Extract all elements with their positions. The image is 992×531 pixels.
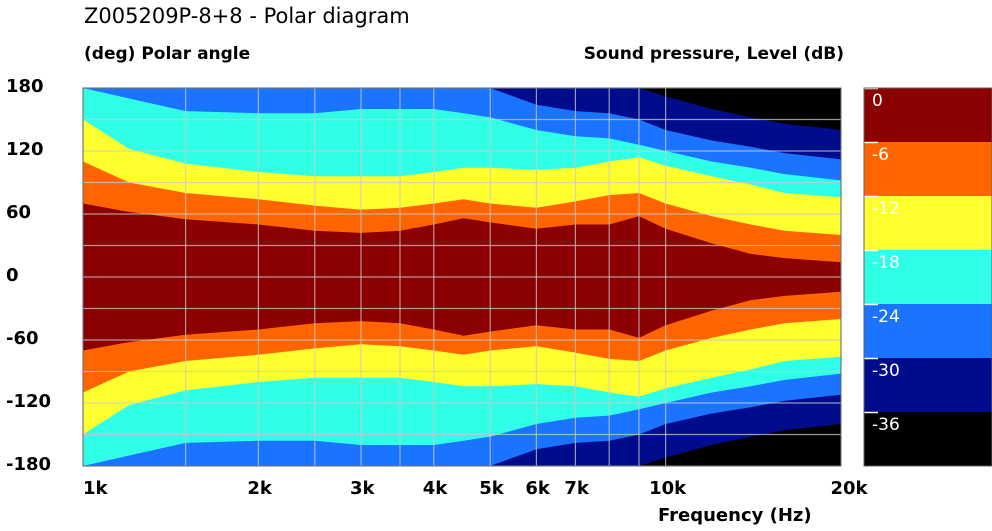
x-tick-label: 2k (247, 478, 272, 499)
colorbar-label-text: -12 (872, 199, 900, 219)
heatmap-bands (83, 88, 841, 466)
y-tick-label: 120 (6, 139, 44, 160)
colorbar-label-text: 0 (872, 91, 883, 111)
colorbar-label-text: -6 (872, 145, 889, 165)
colorbar-label-text: -36 (872, 415, 900, 435)
y-tick-label: 60 (6, 202, 32, 223)
colorbar-label-text: -30 (872, 361, 900, 381)
x-tick-label: 10k (649, 478, 687, 499)
colorbar-band (864, 412, 992, 466)
colorbar-band (864, 88, 992, 142)
colorbar-band (864, 142, 992, 196)
y-axis-label: (deg) Polar angle (84, 44, 251, 64)
x-tick-label: 3k (349, 478, 375, 499)
y-tick-label: -120 (6, 391, 52, 412)
colorbar-frame (863, 87, 992, 467)
colorbar-band (864, 304, 992, 358)
x-tick-label: 5k (479, 478, 504, 499)
x-tick-label: 6k (525, 478, 550, 499)
chart-title: Z005209P-8+8 - Polar diagram (84, 4, 410, 28)
colorbar-band (864, 358, 992, 412)
x-tick-label: 7k (564, 478, 589, 499)
y-tick-label: -60 (6, 328, 39, 349)
x-tick-label: 20k (830, 478, 868, 499)
y-tick-label: 0 (6, 265, 19, 286)
colorbar-label: Sound pressure, Level (dB) (583, 44, 844, 64)
x-axis-label: Frequency (Hz) (658, 505, 812, 526)
colorbar-band (864, 196, 992, 250)
colorbar-label-text: -24 (872, 307, 900, 327)
plot-frame (82, 87, 842, 467)
x-tick-label: 4k (422, 478, 448, 499)
colorbar-label-text: -18 (872, 253, 900, 273)
y-tick-label: 180 (6, 76, 44, 97)
colorbar-band (864, 250, 992, 304)
x-tick-label: 1k (83, 478, 108, 499)
y-tick-label: -180 (6, 454, 52, 475)
